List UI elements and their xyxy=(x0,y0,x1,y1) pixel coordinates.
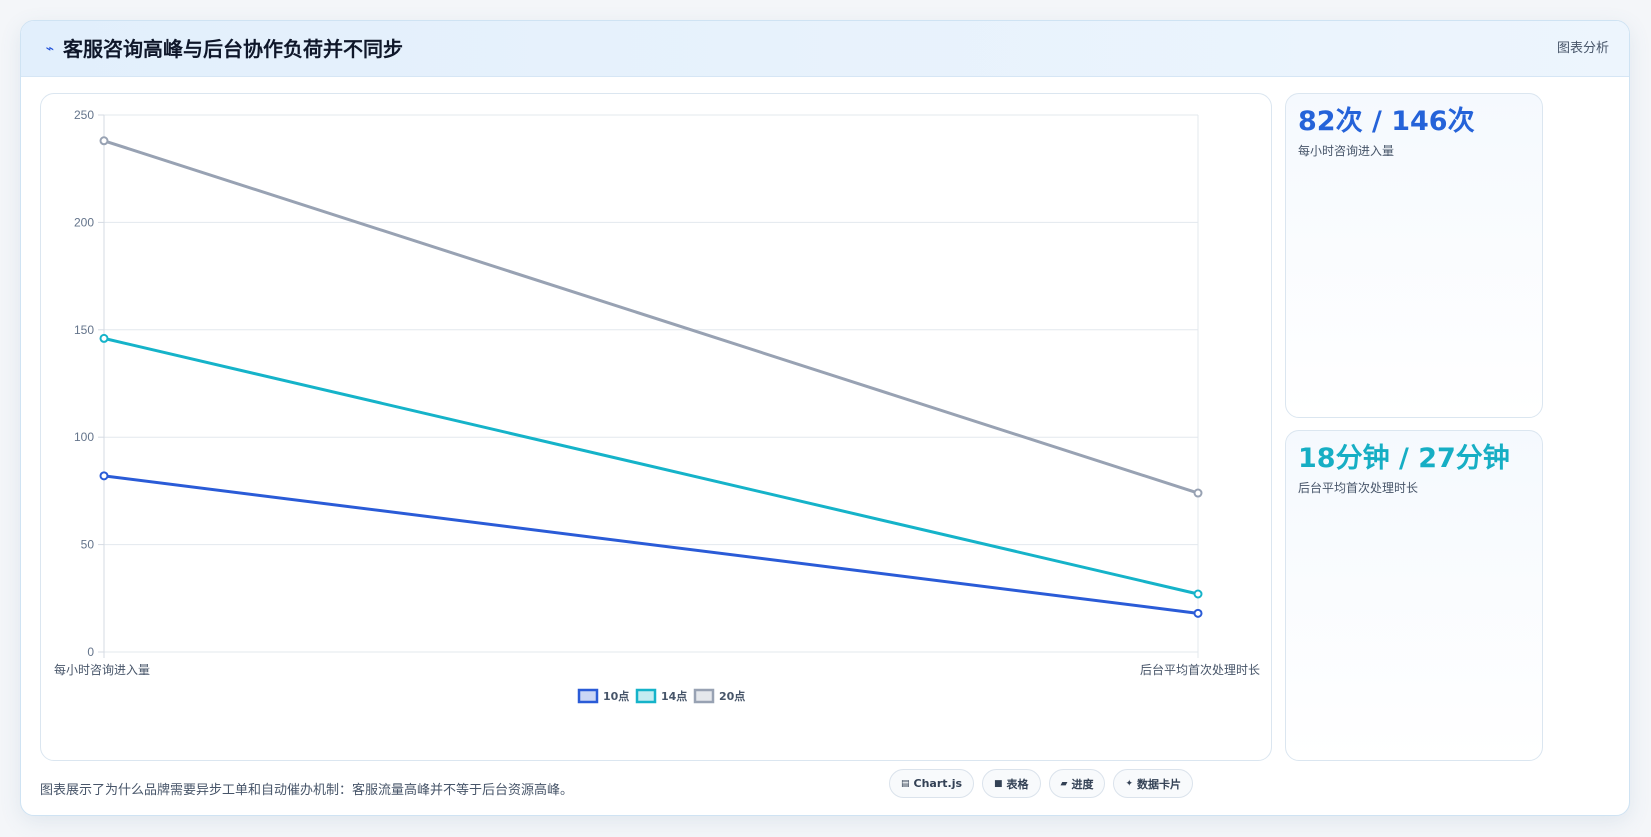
legend-label: 20点 xyxy=(719,689,745,703)
chip-label: 表格 xyxy=(1006,777,1029,791)
legend-swatch xyxy=(635,688,657,704)
chip-data-card[interactable]: ✦ 数据卡片 xyxy=(1113,769,1194,798)
chip-label: 数据卡片 xyxy=(1137,777,1182,791)
legend-label: 14点 xyxy=(661,689,687,703)
kpi-value: 18分钟 / 27分钟 xyxy=(1298,443,1510,474)
x-tick-label: 每小时咨询进入量 xyxy=(54,662,150,677)
chip-chartjs[interactable]: ▤ Chart.js xyxy=(889,769,975,798)
chart-line-icon: ⌁ xyxy=(45,41,55,57)
y-tick-label: 250 xyxy=(74,108,94,122)
card-header: ⌁ 客服咨询高峰与后台协作负荷并不同步 图表分析 xyxy=(21,21,1629,77)
y-tick-label: 0 xyxy=(87,645,94,659)
chart-js-icon: ▤ xyxy=(901,778,910,789)
series-line xyxy=(103,336,1199,596)
y-tick-label: 100 xyxy=(74,430,94,444)
chip-label: Chart.js xyxy=(913,777,963,790)
series-line xyxy=(103,474,1199,615)
chart-card: ⌁ 客服咨询高峰与后台协作负荷并不同步 图表分析 0 50 100 150 200 250… xyxy=(20,20,1630,816)
chip-progress[interactable]: ▰ 进度 xyxy=(1048,769,1106,798)
data-card-icon: ✦ xyxy=(1125,778,1134,789)
data-point xyxy=(99,136,109,146)
y-tick-label: 150 xyxy=(74,323,94,337)
series-line xyxy=(103,139,1199,495)
chip-table[interactable]: ■ 表格 xyxy=(982,769,1041,798)
chip-label: 进度 xyxy=(1071,777,1094,791)
data-point xyxy=(1193,608,1203,618)
line-chart: 0 50 100 150 200 250 每小时咨询进入量 后台平均首次处理时长 10点 14点 2… xyxy=(54,108,1260,704)
x-tick-label: 后台平均首次处理时长 xyxy=(1140,662,1260,677)
y-tick-label: 200 xyxy=(74,215,94,229)
data-point xyxy=(1193,488,1203,498)
chart-analysis-tag: 图表分析 xyxy=(1556,41,1609,56)
chart-panel: 0 50 100 150 200 250 每小时咨询进入量 后台平均首次处理时长 10点 14点 2… xyxy=(40,93,1272,761)
card-title: 客服咨询高峰与后台协作负荷并不同步 xyxy=(63,37,403,61)
legend-swatch xyxy=(693,688,715,704)
table-icon: ■ xyxy=(994,778,1003,789)
data-point xyxy=(99,471,109,481)
kpi-card-processing-time: 18分钟 / 27分钟 后台平均首次处理时长 xyxy=(1285,430,1543,761)
legend-label: 10点 xyxy=(603,689,629,703)
feature-chips: ▤ Chart.js ■ 表格 ▰ 进度 ✦ 数据卡片 xyxy=(889,769,1194,799)
kpi-label: 后台平均首次处理时长 xyxy=(1298,481,1419,495)
kpi-value: 82次 / 146次 xyxy=(1298,106,1475,137)
kpi-label: 每小时咨询进入量 xyxy=(1298,144,1395,158)
progress-icon: ▰ xyxy=(1060,778,1068,789)
kpi-card-inquiries: 82次 / 146次 每小时咨询进入量 xyxy=(1285,93,1543,418)
y-tick-label: 50 xyxy=(81,538,95,552)
data-point xyxy=(99,333,109,343)
legend-swatch xyxy=(577,688,599,704)
data-point xyxy=(1193,589,1203,599)
footer-note: 图表展示了为什么品牌需要异步工单和自动催办机制：客服流量高峰并不等于后台资源高峰… xyxy=(40,783,574,798)
